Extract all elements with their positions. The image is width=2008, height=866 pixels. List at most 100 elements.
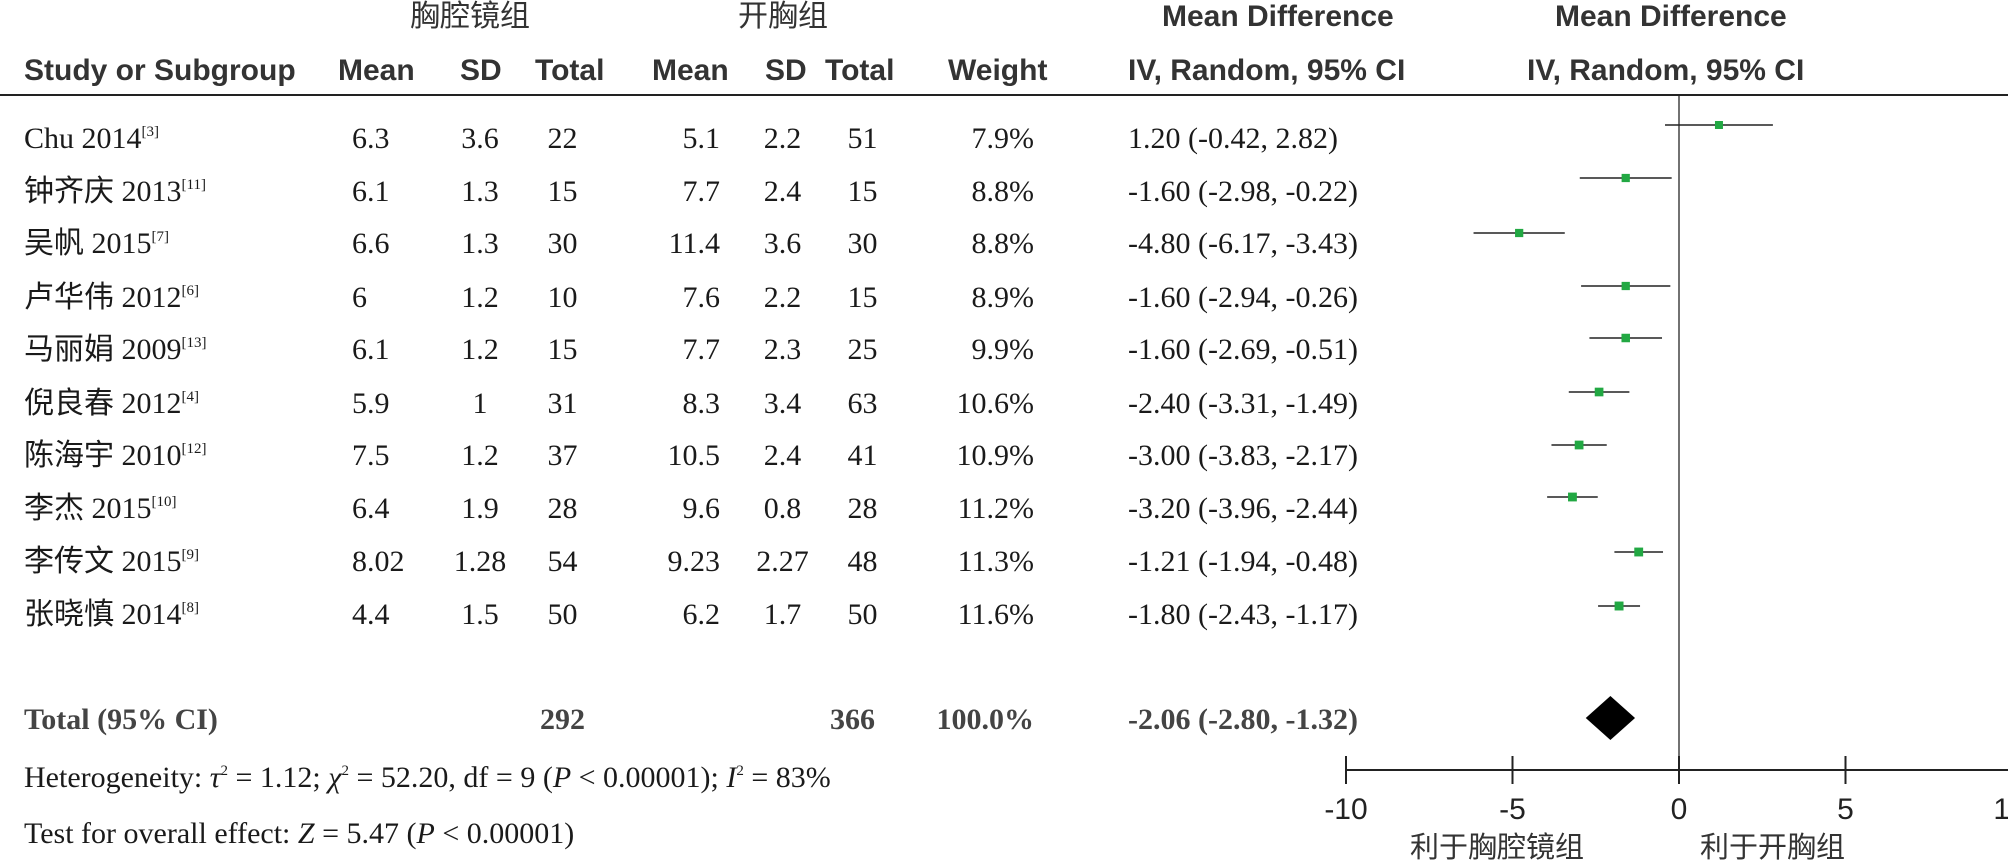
row-mean2: 7.6 <box>682 281 721 314</box>
row-sd2: 2.27 <box>756 545 809 578</box>
row-ci-text: -1.60 (-2.98, -0.22) <box>1128 175 1358 208</box>
het-i: I <box>726 761 737 794</box>
het-sq3: 2 <box>736 763 744 779</box>
study-ref: [9] <box>181 547 200 563</box>
row-study-name: 卢华伟 2012[6] <box>24 283 199 313</box>
row-ci-text: -3.00 (-3.83, -2.17) <box>1128 439 1358 472</box>
overall-effect-text: Test for overall effect: Z = 5.47 (P < 0… <box>24 819 574 849</box>
row-sd1: 1.2 <box>461 439 499 472</box>
mean1-column-header: Mean <box>338 54 415 87</box>
total2-column-header: Total <box>825 54 895 87</box>
row-n1: 31 <box>547 387 578 420</box>
row-mean2: 5.1 <box>682 122 721 155</box>
study-marker <box>1634 547 1644 557</box>
header-rule <box>0 94 2008 96</box>
study-ref: [11] <box>181 177 206 193</box>
row-sd2: 2.2 <box>763 281 802 314</box>
row-mean1: 6.4 <box>352 492 390 525</box>
sd1-column-header: SD <box>460 54 502 87</box>
row-ci-text: -3.20 (-3.96, -2.44) <box>1128 492 1358 525</box>
total-ci-text: -2.06 (-2.80, -1.32) <box>1128 703 1358 736</box>
row-n2: 15 <box>847 281 878 314</box>
row-sd2: 1.7 <box>763 598 802 631</box>
row-mean1: 7.5 <box>352 439 390 472</box>
study-column-header: Study or Subgroup <box>24 54 296 87</box>
row-n2: 25 <box>847 333 878 366</box>
row-n2: 30 <box>847 227 878 260</box>
row-n2: 15 <box>847 175 878 208</box>
row-study-name: 钟齐庆 2013[11] <box>24 177 206 207</box>
row-ci-text: -1.80 (-2.43, -1.17) <box>1128 598 1358 631</box>
row-sd1: 1 <box>472 387 488 420</box>
row-study-name: 李传文 2015[9] <box>24 547 199 577</box>
x-tick-label: -10 <box>1324 793 1367 826</box>
study-marker <box>1594 387 1604 397</box>
total-label: Total (95% CI) <box>24 703 218 736</box>
overall-p-val: < 0.00001) <box>434 817 575 850</box>
overall-z: Z <box>297 817 315 850</box>
row-weight: 9.9% <box>971 333 1035 366</box>
row-sd1: 1.28 <box>453 545 507 578</box>
row-sd1: 1.2 <box>461 281 499 314</box>
row-ci-text: -1.60 (-2.69, -0.51) <box>1128 333 1358 366</box>
row-n1: 22 <box>547 122 578 155</box>
x-tick-label: 0 <box>1671 793 1688 826</box>
study-name-text: 张晓慎 2014 <box>24 598 182 631</box>
study-ref: [10] <box>151 494 177 510</box>
row-n1: 54 <box>547 545 578 578</box>
row-study-name: 陈海宇 2010[12] <box>24 441 207 471</box>
row-mean1: 5.9 <box>352 387 390 420</box>
het-sq2: 2 <box>341 763 349 779</box>
row-mean2: 11.4 <box>668 227 720 260</box>
row-sd1: 1.9 <box>461 492 499 525</box>
study-name-text: 钟齐庆 2013 <box>24 175 182 208</box>
study-marker <box>1621 333 1630 343</box>
plot-title-header: Mean Difference <box>1555 0 1787 33</box>
plot-method-header: IV, Random, 95% CI <box>1527 54 1805 87</box>
row-n2: 41 <box>847 439 878 472</box>
row-study-name: 马丽娟 2009[13] <box>24 335 207 365</box>
row-n2: 48 <box>847 545 878 578</box>
study-marker <box>1621 281 1630 291</box>
total-n2: 366 <box>830 703 875 736</box>
row-ci-text: -2.40 (-3.31, -1.49) <box>1128 387 1358 420</box>
row-n1: 30 <box>547 227 578 260</box>
study-marker <box>1515 228 1524 238</box>
study-name-text: 李传文 2015 <box>24 545 182 578</box>
row-mean2: 6.2 <box>682 598 721 631</box>
row-sd2: 2.3 <box>763 333 802 366</box>
row-weight: 11.6% <box>957 598 1034 631</box>
row-ci-text: 1.20 (-0.42, 2.82) <box>1128 122 1338 155</box>
row-study-name: Chu 2014[3] <box>24 124 159 154</box>
row-n2: 28 <box>847 492 878 525</box>
row-mean1: 6.1 <box>352 333 390 366</box>
row-n1: 37 <box>547 439 578 472</box>
study-name-text: 卢华伟 2012 <box>24 281 182 314</box>
het-sq1: 2 <box>220 763 229 779</box>
het-p: P <box>552 761 572 794</box>
weight-column-header: Weight <box>948 54 1048 87</box>
row-weight: 8.8% <box>971 227 1035 260</box>
group1-header: 胸腔镜组 <box>410 0 530 34</box>
het-i-val: = 83% <box>743 761 831 794</box>
x-tick-label: 5 <box>1837 793 1854 826</box>
study-ref: [3] <box>141 124 160 140</box>
row-mean1: 6 <box>352 281 367 314</box>
row-mean1: 6.6 <box>352 227 390 260</box>
row-sd2: 2.2 <box>763 122 802 155</box>
study-marker <box>1621 173 1630 183</box>
het-tau-val: = 1.12; <box>228 761 329 794</box>
row-sd2: 3.4 <box>763 387 802 420</box>
total-n1: 292 <box>540 703 585 736</box>
study-marker <box>1614 601 1624 611</box>
row-mean1: 6.1 <box>352 175 390 208</box>
mean2-column-header: Mean <box>652 54 729 87</box>
study-name-text: 吴帆 2015 <box>24 227 152 260</box>
row-sd1: 3.6 <box>461 122 499 155</box>
row-sd1: 1.3 <box>461 175 499 208</box>
row-sd2: 2.4 <box>763 175 802 208</box>
row-sd2: 3.6 <box>763 227 802 260</box>
total-weight: 100.0% <box>936 703 1035 736</box>
row-mean2: 7.7 <box>682 333 721 366</box>
row-n1: 10 <box>547 281 578 314</box>
